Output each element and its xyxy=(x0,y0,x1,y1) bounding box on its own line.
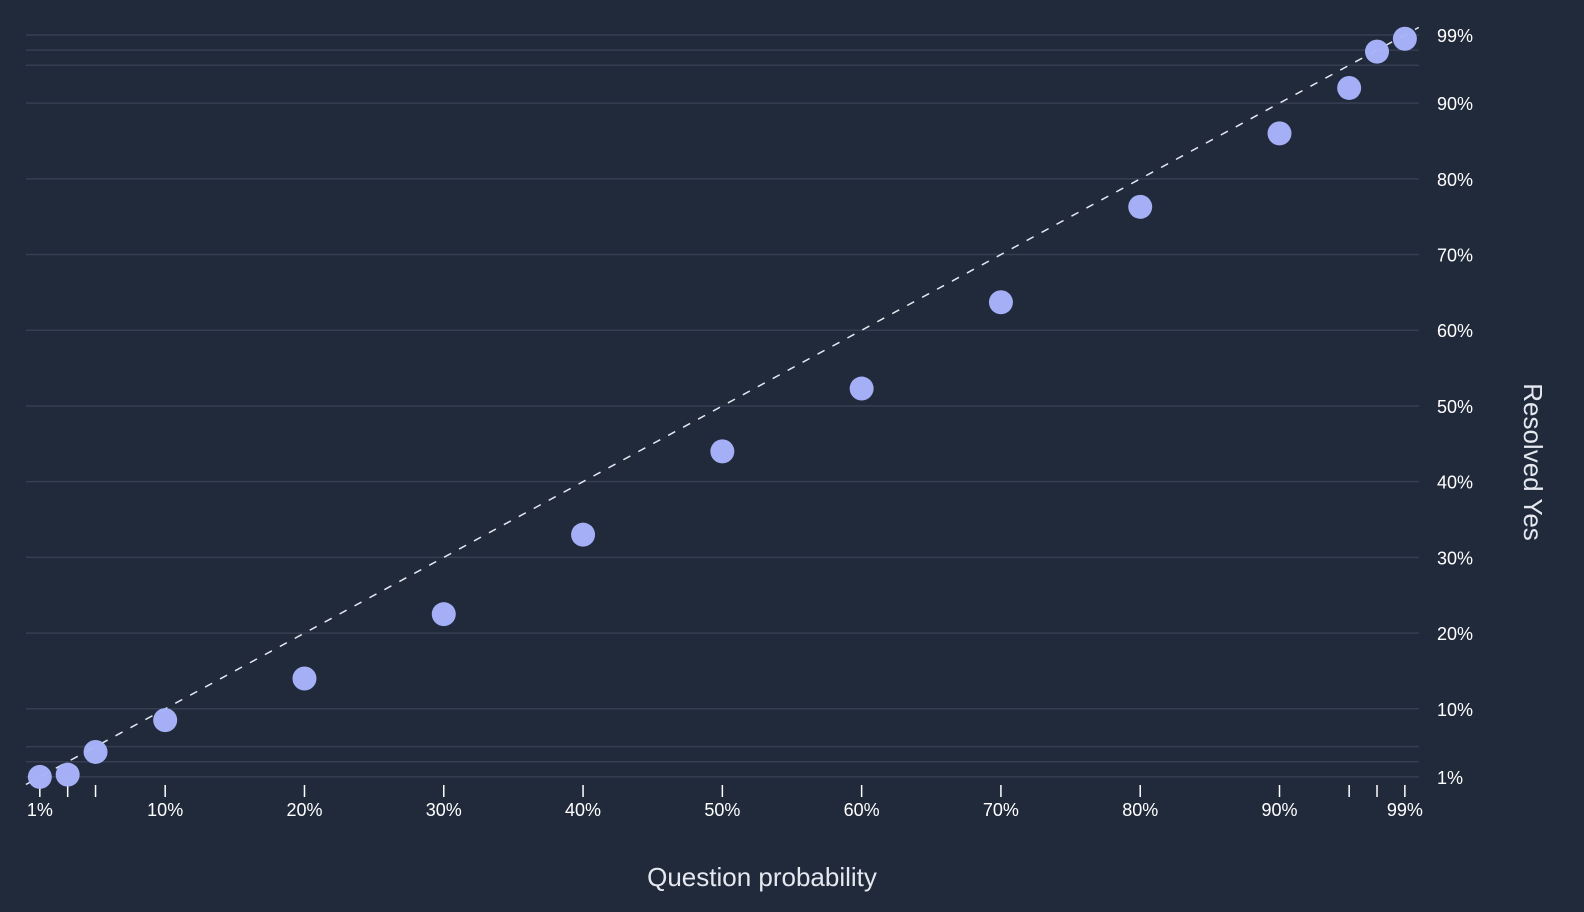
y-tick-label: 40% xyxy=(1437,473,1473,493)
x-tick-label: 90% xyxy=(1261,800,1297,820)
y-tick-label: 20% xyxy=(1437,624,1473,644)
y-tick-label: 90% xyxy=(1437,94,1473,114)
x-tick-label: 70% xyxy=(983,800,1019,820)
grid-lines xyxy=(26,34,1419,778)
data-point xyxy=(83,739,108,764)
y-axis-title: Resolved Yes xyxy=(1518,383,1548,541)
x-axis-title: Question probability xyxy=(647,862,877,892)
y-tick-label: 1% xyxy=(1437,768,1463,788)
y-tick-label: 80% xyxy=(1437,170,1473,190)
data-point xyxy=(710,439,735,464)
data-point xyxy=(1365,39,1390,64)
y-tick-label: 30% xyxy=(1437,548,1473,568)
y-tick-label: 70% xyxy=(1437,246,1473,266)
y-axis-ticks: 1% 10% 20% 30% 40% 50% 60% 70% 80% 90% 99% xyxy=(1437,26,1473,788)
y-tick-label: 10% xyxy=(1437,700,1473,720)
data-point xyxy=(55,762,80,787)
x-tick-label: 50% xyxy=(704,800,740,820)
data-points xyxy=(27,26,1417,789)
x-tick-label: 60% xyxy=(844,800,880,820)
y-tick-label: 99% xyxy=(1437,26,1473,46)
x-tick-label: 1% xyxy=(27,800,53,820)
x-tick-label: 10% xyxy=(147,800,183,820)
data-point xyxy=(292,666,317,691)
x-tick-label: 20% xyxy=(286,800,322,820)
data-point xyxy=(988,290,1013,315)
data-point xyxy=(153,708,178,733)
x-axis-ticks: 1% 10% 20% 30% 40% 50% 60% 70% 80% 90% 99% xyxy=(27,785,1423,820)
x-tick-label: 30% xyxy=(426,800,462,820)
data-point xyxy=(1267,121,1292,146)
data-point xyxy=(1337,75,1362,100)
data-point xyxy=(849,376,874,401)
data-point xyxy=(1392,26,1417,51)
data-point xyxy=(27,764,52,789)
x-tick-label: 40% xyxy=(565,800,601,820)
data-point xyxy=(1128,194,1153,219)
data-point xyxy=(571,522,596,547)
data-point xyxy=(431,602,456,627)
x-tick-label: 99% xyxy=(1387,800,1423,820)
x-tick-label: 80% xyxy=(1122,800,1158,820)
y-tick-label: 50% xyxy=(1437,397,1473,417)
y-tick-label: 60% xyxy=(1437,321,1473,341)
